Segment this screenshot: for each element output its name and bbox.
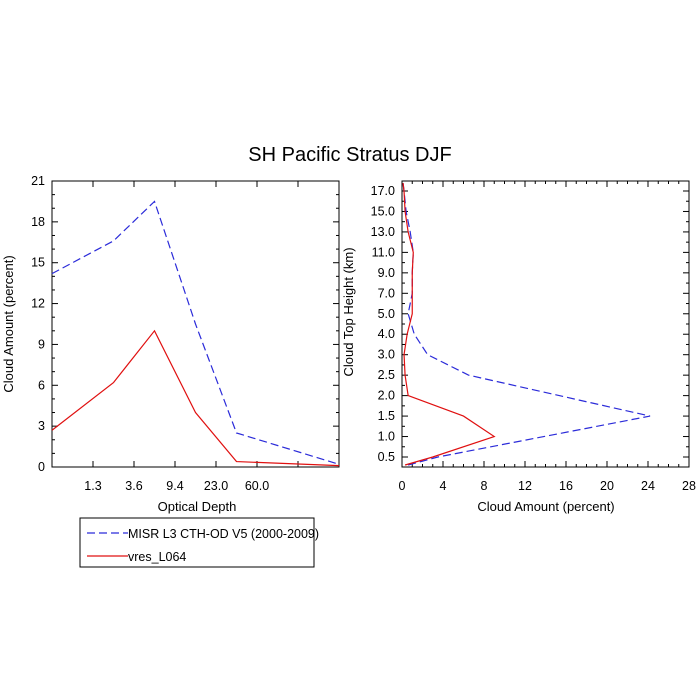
- right-x-tick-label: 8: [481, 479, 488, 493]
- left-y-tick-label: 15: [31, 256, 45, 270]
- left-series-line-obs: [51, 200, 340, 465]
- legend-label-obs: MISR L3 CTH-OD V5 (2000-2009): [128, 527, 319, 541]
- left-y-tick-label: 21: [31, 174, 45, 188]
- right-y-tick-label: 13.0: [371, 225, 395, 239]
- right-y-tick-label: 1.0: [378, 430, 395, 444]
- left-x-tick-label: 60.0: [245, 479, 269, 493]
- right-y-tick-label: 4.0: [378, 327, 395, 341]
- right-y-tick-label: 0.5: [378, 450, 395, 464]
- left-y-tick-label: 3: [38, 419, 45, 433]
- right-x-tick-label: 24: [641, 479, 655, 493]
- right-y-tick-label: 7.0: [378, 286, 395, 300]
- right-x-tick-label: 16: [559, 479, 573, 493]
- left-panel-optical-depth: 1.3 3.6 9.4 23.0 60.0 0 3 6 9 12 15 18 21: [31, 174, 340, 493]
- legend-label-model: vres_L064: [128, 550, 186, 564]
- legend: MISR L3 CTH-OD V5 (2000-2009) vres_L064: [79, 517, 319, 568]
- left-y-tick-label: 18: [31, 215, 45, 229]
- legend-box: [79, 517, 315, 568]
- right-y-tick-label: 2.0: [378, 389, 395, 403]
- right-series-line-model: [402, 182, 496, 466]
- right-x-axis-label: Cloud Amount (percent): [477, 499, 614, 514]
- left-y-tick-label: 6: [38, 378, 45, 392]
- left-y-tick-label: 12: [31, 297, 45, 311]
- left-x-tick-label: 3.6: [125, 479, 142, 493]
- left-x-tick-label: 9.4: [166, 479, 183, 493]
- right-y-tick-label: 1.5: [378, 409, 395, 423]
- right-x-tick-label: 28: [682, 479, 696, 493]
- left-plot-frame: [51, 180, 340, 468]
- left-y-tick-label: 0: [38, 460, 45, 474]
- left-series-line-model: [51, 329, 340, 467]
- right-x-tick-label: 20: [600, 479, 614, 493]
- right-y-tick-label: 3.0: [378, 348, 395, 362]
- right-x-tick-label: 0: [399, 479, 406, 493]
- left-x-axis-label: Optical Depth: [158, 499, 237, 514]
- right-y-tick-label: 5.0: [378, 307, 395, 321]
- right-y-tick-label: 17.0: [371, 184, 395, 198]
- left-x-tick-label: 23.0: [204, 479, 228, 493]
- left-y-tick-label: 9: [38, 337, 45, 351]
- right-y-tick-label: 2.5: [378, 368, 395, 382]
- left-y-axis-label: Cloud Amount (percent): [1, 255, 16, 392]
- chart-title: SH Pacific Stratus DJF: [248, 144, 451, 166]
- right-y-tick-label: 11.0: [372, 245, 395, 259]
- right-y-tick-label: 15.0: [371, 204, 395, 218]
- right-panel-cloud-top-height: 0 4 8 12 16 20 24 28 0.5 1.0 1.5 2.0 2.5 3.0 4.0 5.0 7.0…: [371, 180, 696, 493]
- left-x-tick-label: 1.3: [84, 479, 101, 493]
- right-y-tick-label: 9.0: [378, 266, 395, 280]
- right-plot-frame: [401, 180, 690, 468]
- right-series-line-obs: [402, 182, 651, 466]
- right-y-axis-label: Cloud Top Height (km): [341, 247, 356, 376]
- right-x-tick-label: 4: [440, 479, 447, 493]
- right-x-tick-label: 12: [518, 479, 532, 493]
